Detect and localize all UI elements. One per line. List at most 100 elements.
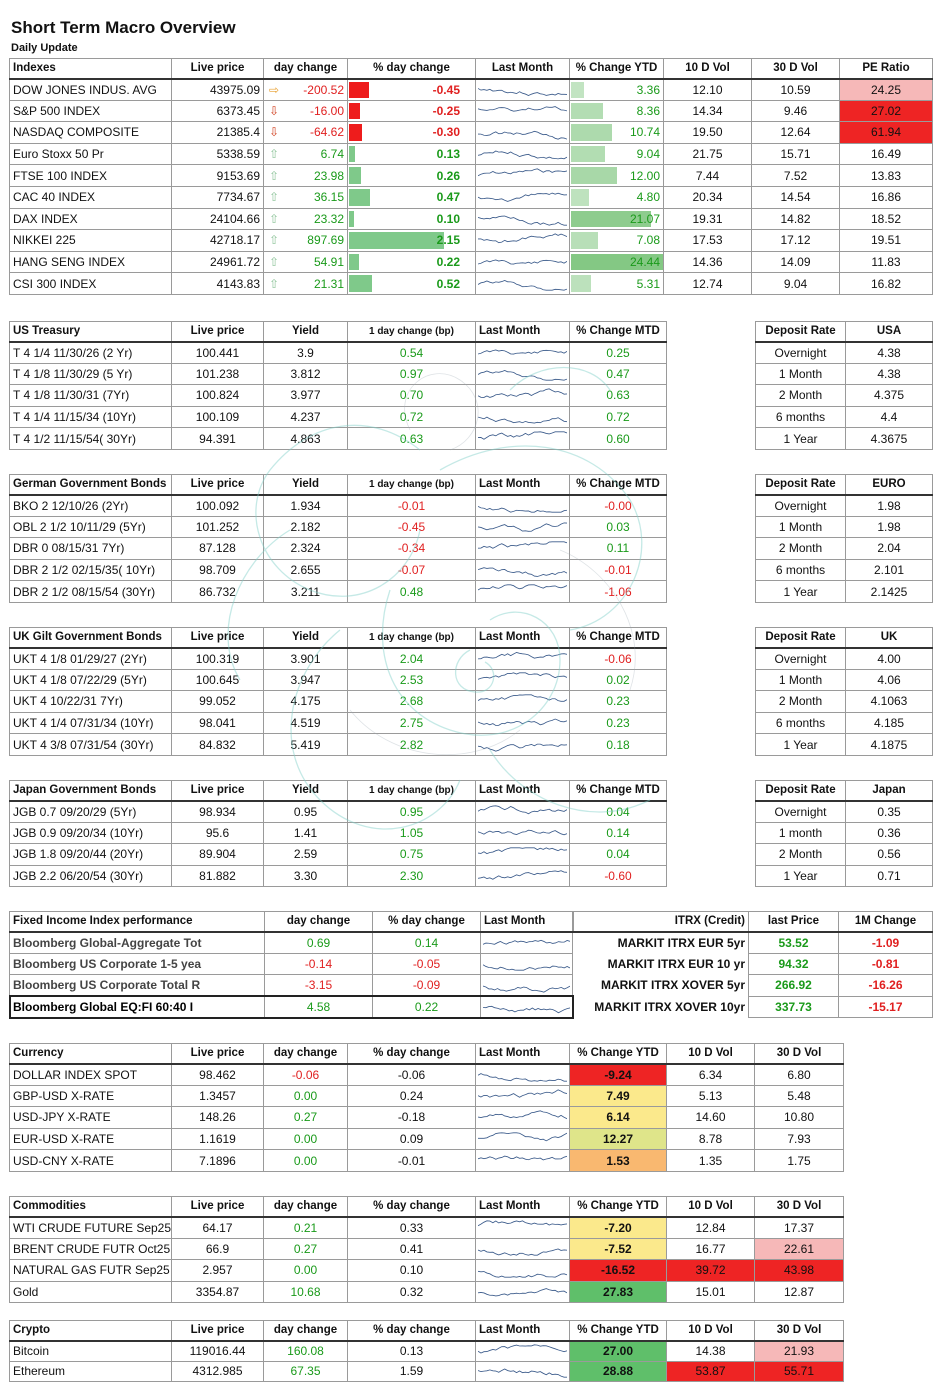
bond-mtd: 0.11 — [569, 537, 667, 560]
index-ytd-value: 4.80 — [636, 190, 660, 205]
index-last-month — [475, 142, 570, 166]
deposit-rate-table: Deposit Rate USA Overnight 4.38 1 Month 4.38 2… — [755, 321, 933, 450]
deposit-rate-header: Deposit Rate — [755, 321, 846, 343]
bond-name: UKT 4 1/8 07/22/29 (5Yr) — [9, 668, 172, 692]
bond-mtd: 0.03 — [569, 515, 667, 539]
bond-last-month — [475, 711, 570, 735]
bond-sparkline — [478, 416, 567, 424]
index-day-change-value: -200.52 — [303, 82, 344, 97]
bond-sparkline — [478, 370, 567, 381]
index-30d-vol: 9.04 — [751, 272, 840, 295]
bond-change: 0.70 — [347, 384, 476, 407]
commodities-day-change: 0.21 — [263, 1216, 348, 1239]
bond-sparkline — [478, 652, 567, 660]
deposit-rate: 4.00 — [845, 647, 933, 670]
bond-change: -0.34 — [347, 537, 476, 560]
deposit-tenor: Overnight — [755, 800, 846, 823]
itrx-last-price: 337.73 — [748, 995, 839, 1019]
sparkline-line — [478, 869, 567, 880]
ytd-bar — [571, 102, 603, 120]
fixed-income-change: -3.15 — [264, 974, 373, 997]
index-10d-vol: 19.50 — [663, 121, 752, 144]
bond-sparkline — [478, 349, 567, 355]
currency-last-month — [475, 1127, 570, 1151]
fixed-income-name: Bloomberg Global-Aggregate Tot — [9, 931, 265, 954]
index-ytd: 9.04 — [569, 142, 664, 166]
index-pe-ratio: 11.83 — [839, 250, 933, 274]
deposit-tenor: Overnight — [755, 341, 846, 364]
deposit-row: 2 Month 2.04 — [755, 537, 933, 560]
index-pe-ratio: 27.02 — [839, 99, 933, 123]
currency-30d-vol: 5.48 — [754, 1084, 844, 1108]
sparkline-line — [478, 280, 567, 291]
bond-header-last-month: Last Month — [475, 321, 570, 343]
currency-name: EUR-USD X-RATE — [9, 1127, 172, 1151]
index-last-month — [475, 250, 570, 274]
index-live-price: 24961.72 — [171, 250, 264, 274]
bond-header-live-price: Live price — [171, 627, 264, 649]
itrx-row: MARKIT ITRX XOVER 5yr 266.92 -16.26 — [574, 974, 933, 997]
index-sparkline — [478, 88, 567, 96]
bond-last-month — [475, 821, 570, 845]
bond-change: 2.68 — [347, 690, 476, 713]
index-day-change: ⇧ 54.91 — [263, 250, 348, 274]
bond-last-month — [475, 843, 570, 866]
bond-change: -0.45 — [347, 515, 476, 539]
bond-sparkline — [478, 869, 567, 880]
crypto-live-price: 4312.985 — [171, 1360, 264, 1382]
commodities-row: WTI CRUDE FUTURE Sep25 64.17 0.21 0.33 -7.20… — [9, 1216, 844, 1239]
index-day-change: ⇧ 23.32 — [263, 207, 348, 231]
deposit-row: 1 month 0.36 — [755, 821, 933, 845]
fixed-income-header-3: Last Month — [480, 911, 573, 933]
commodities-last-month — [475, 1237, 570, 1261]
index-pct-value: 0.13 — [436, 147, 460, 162]
sparkline-line — [478, 1155, 567, 1161]
index-pct-day-change: 0.52 — [347, 272, 476, 295]
fixed-income-row: Bloomberg US Corporate Total R -3.15 -0.09 — [9, 974, 573, 997]
bond-price: 81.882 — [171, 864, 264, 888]
bond-last-month — [475, 405, 570, 429]
bond-price: 100.092 — [171, 494, 264, 517]
commodities-live-price: 3354.87 — [171, 1280, 264, 1304]
sparkline-line — [478, 349, 567, 355]
crypto-sparkline — [478, 1367, 567, 1378]
deposit-row: Overnight 1.98 — [755, 494, 933, 517]
deposit-tenor: 1 Year — [755, 427, 846, 450]
bond-yield: 4.237 — [263, 405, 348, 429]
sparkline-line — [483, 939, 570, 945]
bond-sparkline — [478, 388, 567, 398]
index-10d-vol: 7.44 — [663, 164, 752, 187]
indexes-header-2: day change — [263, 58, 348, 80]
indexes-table: Indexes Live price day change% day change L… — [9, 58, 933, 295]
fixed-income-pct-change: -0.09 — [372, 974, 481, 997]
bond-mtd: -0.01 — [569, 558, 667, 582]
bond-name: DBR 2 1/2 02/15/35( 10Yr) — [9, 558, 172, 582]
bond-name: UKT 4 3/8 07/31/54 (30Yr) — [9, 733, 172, 756]
currency-name: USD-CNY X-RATE — [9, 1149, 172, 1172]
bond-last-month — [475, 384, 570, 407]
ytd-bar — [571, 145, 606, 163]
commodities-10d-vol: 12.84 — [666, 1216, 755, 1239]
currency-row: EUR-USD X-RATE 1.1619 0.00 0.09 12.27 8.78 7.9… — [9, 1127, 844, 1151]
crypto-header-1: Live price — [171, 1320, 264, 1342]
deposit-rate: 0.36 — [845, 821, 933, 845]
deposit-tenor: 1 Month — [755, 668, 846, 692]
crypto-last-month — [475, 1360, 570, 1382]
pct-change-bar — [349, 232, 445, 249]
bond-row: UKT 4 10/22/31 7Yr) 99.052 4.175 2.68 0.23 — [9, 690, 667, 713]
sparkline-line — [478, 743, 567, 752]
bond-header-mtd: % Change MTD — [569, 627, 667, 649]
bond-header-change: 1 day change (bp) — [347, 321, 476, 343]
bond-row: OBL 2 1/2 10/11/29 (5Yr) 101.252 2.182 -0.4… — [9, 515, 667, 539]
currency-sparkline — [478, 1073, 567, 1082]
bond-name: DBR 0 08/15/31 7Yr) — [9, 537, 172, 560]
fixed-income-header-2: % day change — [372, 911, 481, 933]
bond-last-month — [475, 427, 570, 450]
bond-header-yield: Yield — [263, 627, 348, 649]
itrx-last-price: 266.92 — [748, 974, 839, 997]
index-day-change-value: 54.91 — [313, 255, 344, 270]
bond-mtd: 0.14 — [569, 821, 667, 845]
commodities-30d-vol: 17.37 — [754, 1216, 844, 1239]
bond-table-title: UK Gilt Government Bonds — [9, 627, 172, 649]
fixed-income-last-month — [480, 952, 573, 976]
